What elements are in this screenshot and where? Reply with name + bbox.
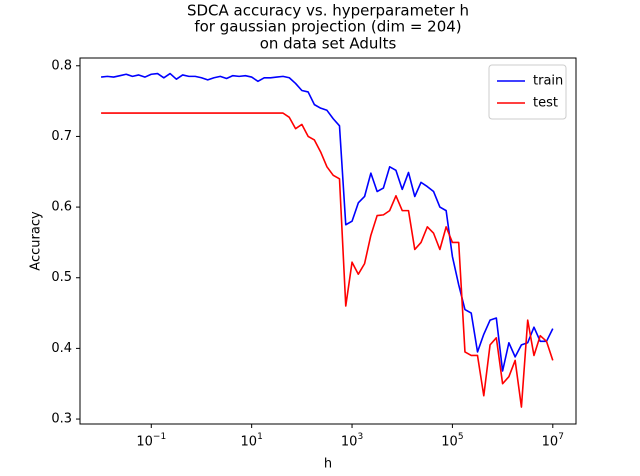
line-series (101, 72, 554, 372)
y-tick-label: 0.7 (51, 129, 72, 144)
y-axis-label: Accuracy (29, 211, 44, 271)
y-tick-label: 0.5 (51, 270, 72, 285)
x-tick-exponent: 5 (458, 432, 464, 442)
line-series (101, 112, 554, 408)
legend-label: test (533, 96, 558, 111)
chart-title: for gaussian projection (dim = 204) (194, 18, 461, 36)
legend-box (488, 64, 567, 120)
y-tick-label: 0.4 (51, 341, 72, 356)
chart-title: on data set Adults (260, 35, 397, 53)
chart-title: SDCA accuracy vs. hyperparameter h (187, 2, 469, 20)
x-tick-exponent: 1 (257, 432, 263, 442)
x-tick-exponent: 7 (558, 432, 564, 442)
x-tick-exponent: 3 (357, 432, 363, 442)
axes-frame (79, 57, 577, 425)
y-tick-label: 0.6 (51, 200, 72, 215)
legend-label: train (533, 74, 563, 89)
x-axis-label: h (324, 457, 332, 472)
x-tick-exponent: −1 (153, 432, 166, 442)
y-tick-label: 0.3 (51, 412, 72, 427)
y-tick-label: 0.8 (51, 58, 72, 73)
